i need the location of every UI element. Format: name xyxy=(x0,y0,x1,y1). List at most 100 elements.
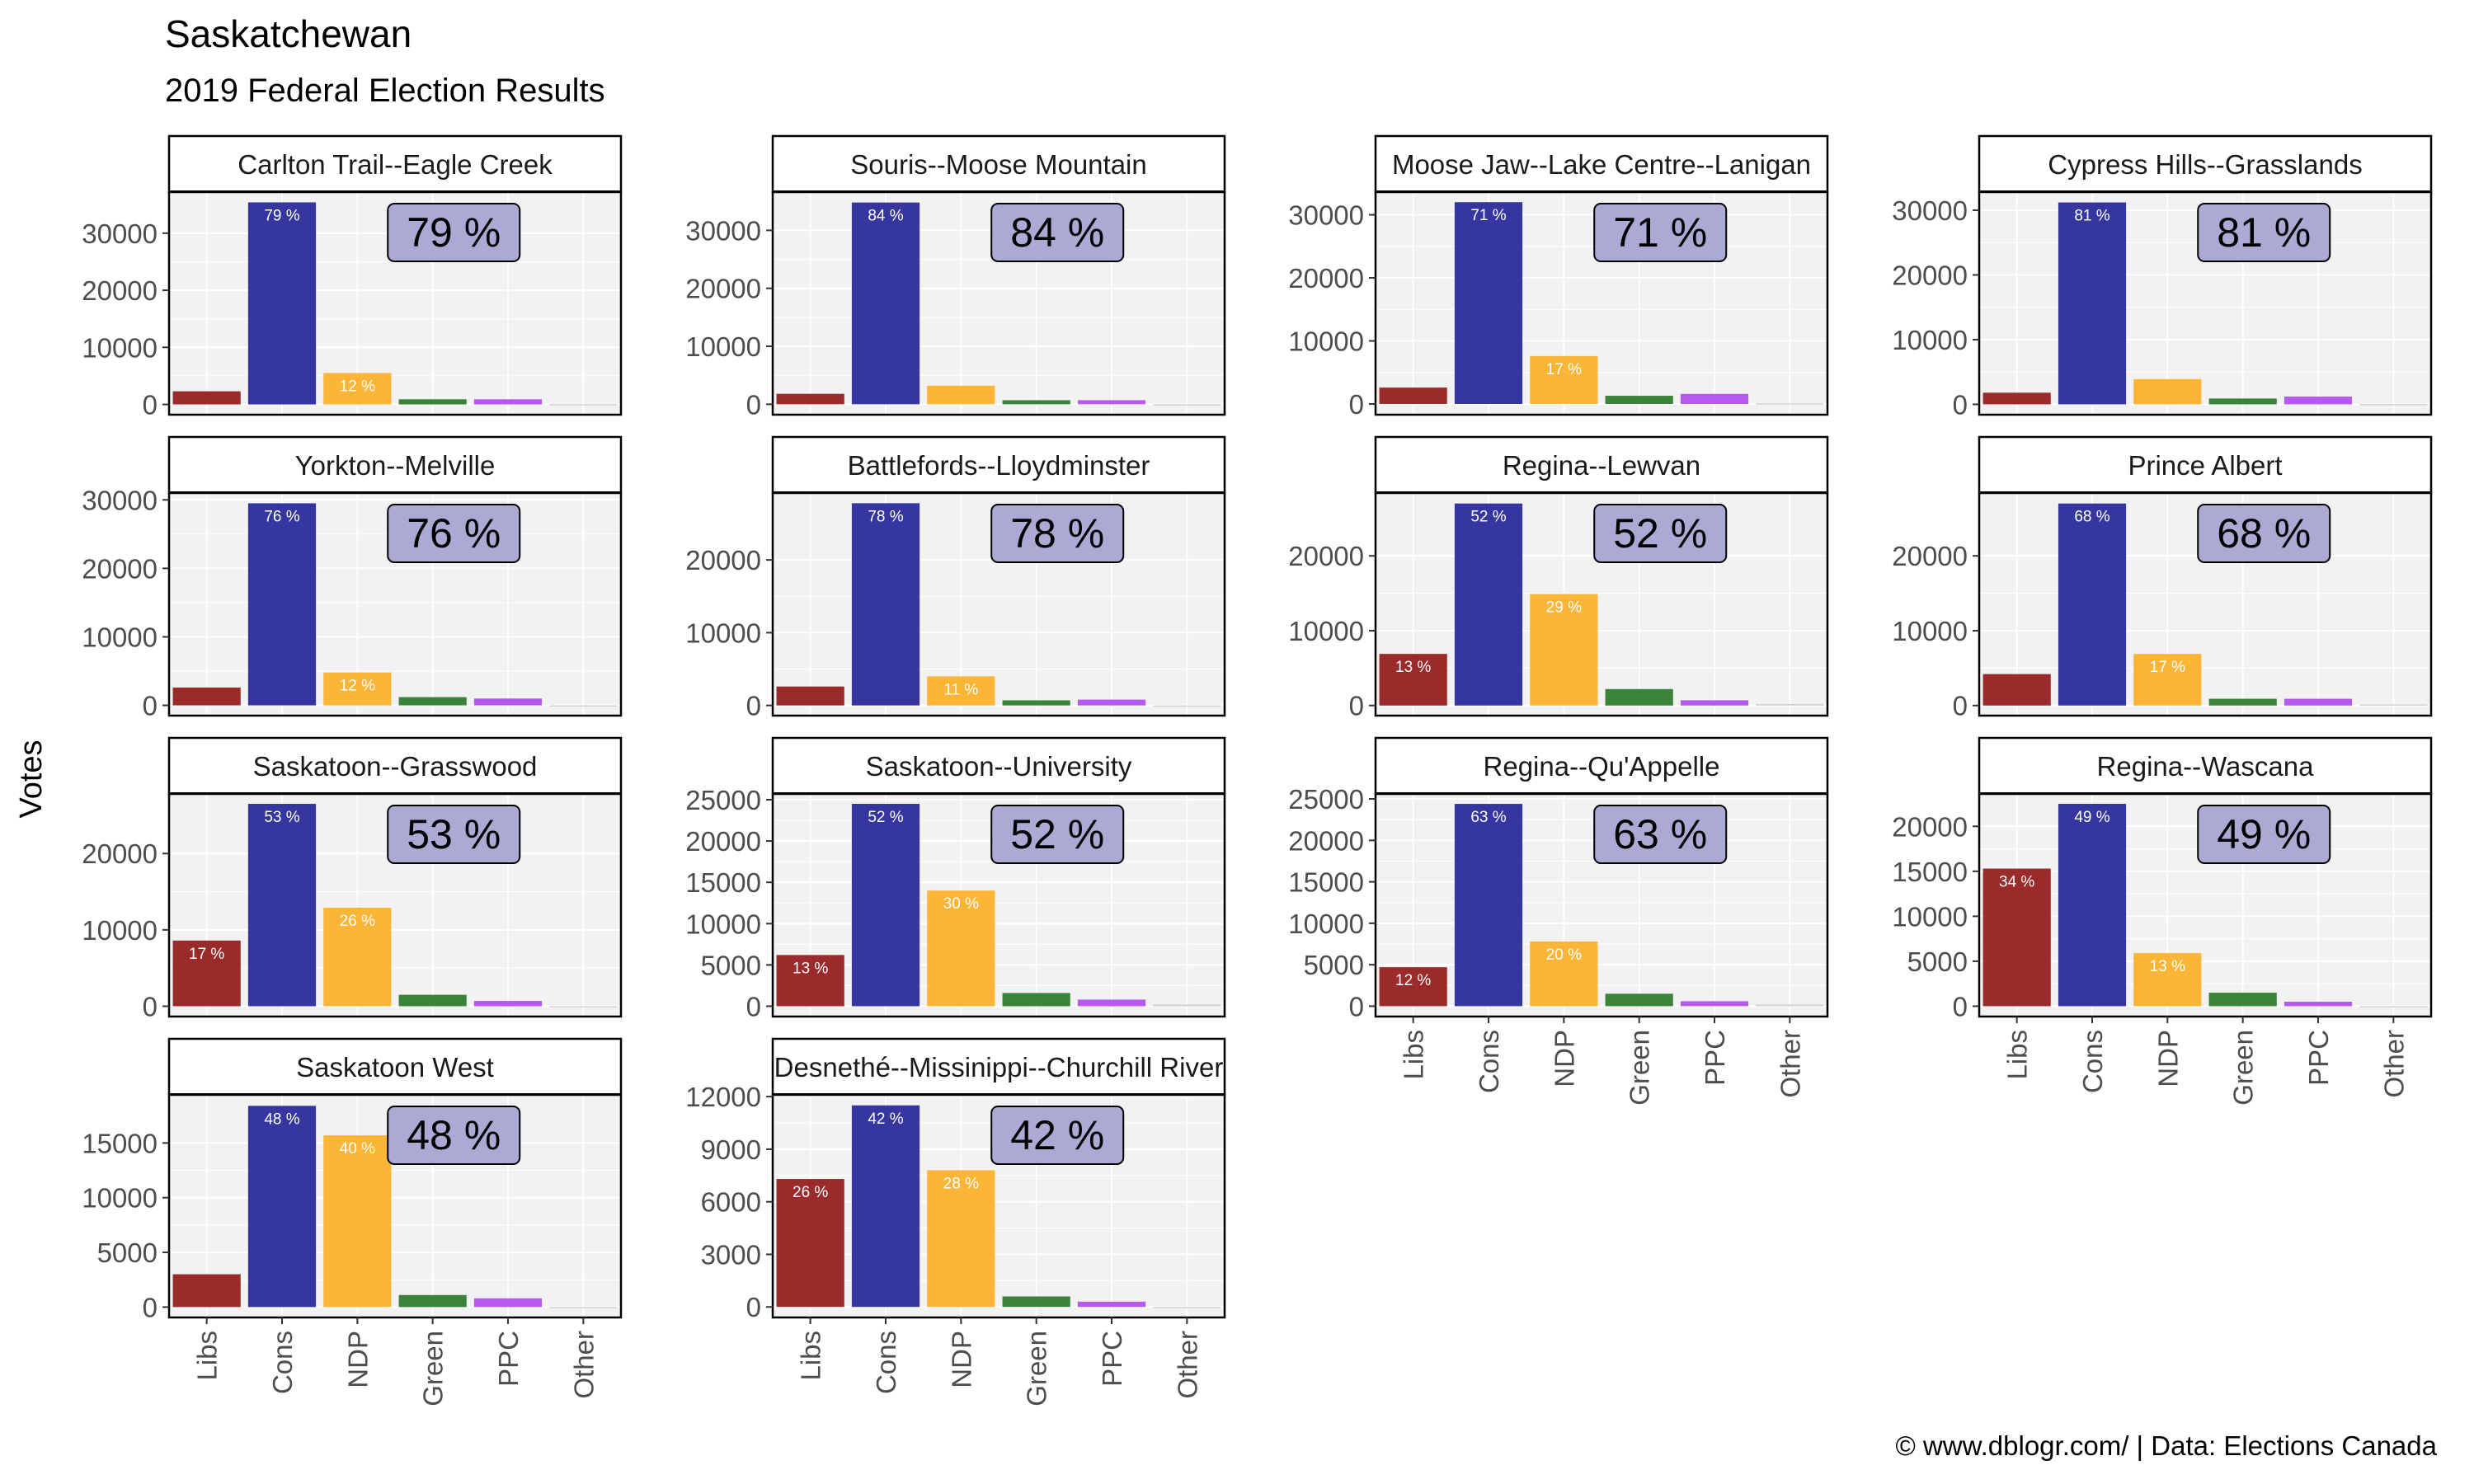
y-tick-label: 0 xyxy=(1349,389,1364,420)
panel: Saskatoon West 48 % 40 % 48 % 0 5000 10000 1500… xyxy=(82,1037,623,1407)
y-tick-label: 20000 xyxy=(685,274,761,304)
y-tick-label: 12000 xyxy=(685,1082,761,1112)
bar-pct-label: 79 % xyxy=(264,207,299,224)
winner-pct: 79 % xyxy=(407,209,501,256)
y-tick-label: 0 xyxy=(143,1292,158,1322)
x-tick-label: Other xyxy=(1172,1331,1202,1399)
y-tick-label: 0 xyxy=(746,1292,761,1322)
x-tick-label: Green xyxy=(1022,1331,1052,1407)
bar-pct-label: 11 % xyxy=(943,681,978,698)
bar-cons xyxy=(851,202,920,405)
bar-cons xyxy=(851,1105,920,1308)
x-tick-label: Green xyxy=(418,1331,449,1407)
y-tick-label: 0 xyxy=(143,691,158,721)
x-tick-label: Cons xyxy=(2077,1030,2108,1093)
bar-green xyxy=(1605,688,1673,706)
x-tick-label: NDP xyxy=(946,1331,976,1388)
bar-cons xyxy=(1454,503,1523,706)
x-tick-label: Libs xyxy=(796,1331,826,1381)
y-tick-label: 20000 xyxy=(685,545,761,575)
panel-border xyxy=(1374,792,1829,1018)
bar-pct-label: 12 % xyxy=(1395,972,1431,989)
bar-ndp xyxy=(1530,594,1598,706)
x-tick-label: Cons xyxy=(1474,1030,1504,1093)
y-tick-label: 5000 xyxy=(1304,950,1364,980)
y-tick-label: 20000 xyxy=(685,826,761,857)
winner-pct: 81 % xyxy=(2217,209,2311,256)
panel-strip xyxy=(1978,736,2433,796)
panel-strip xyxy=(1374,435,1829,495)
bar-pct-label: 40 % xyxy=(340,1140,375,1158)
bar-pct-label: 12 % xyxy=(340,378,375,395)
y-tick-label: 15000 xyxy=(1288,867,1364,898)
winner-badge xyxy=(990,504,1125,563)
bar-green xyxy=(1002,400,1070,405)
bar-pct-label: 30 % xyxy=(943,895,979,913)
bar-libs xyxy=(776,686,844,706)
bar-green xyxy=(2208,993,2277,1007)
bar-pct-label: 12 % xyxy=(340,678,375,695)
y-tick-label: 20000 xyxy=(82,838,158,869)
y-tick-label: 0 xyxy=(1953,991,1968,1021)
bar-pct-label: 13 % xyxy=(1395,659,1431,676)
panel: Cypress Hills--Grasslands 81 % 81 % 0 10000 2… xyxy=(1892,134,2433,420)
bar-ppc xyxy=(473,399,543,405)
panel-title: Cypress Hills--Grasslands xyxy=(2048,149,2362,180)
bar-libs xyxy=(172,391,241,405)
y-tick-label: 20000 xyxy=(1892,541,1968,571)
x-tick-label: Libs xyxy=(192,1331,223,1381)
bar-other xyxy=(2359,704,2428,706)
x-tick-label: NDP xyxy=(1549,1030,1579,1087)
y-tick-label: 0 xyxy=(1349,991,1364,1021)
bar-pct-label: 48 % xyxy=(264,1111,299,1128)
bar-green xyxy=(2208,698,2277,706)
bar-libs xyxy=(1379,967,1447,1007)
panel-border xyxy=(167,1093,623,1319)
panel-border xyxy=(771,792,1226,1018)
bar-pct-label: 20 % xyxy=(1546,946,1582,964)
bar-other xyxy=(2359,1006,2428,1007)
winner-badge xyxy=(2197,203,2331,262)
bar-pct-label: 26 % xyxy=(793,1184,828,1201)
winner-pct: 48 % xyxy=(407,1112,501,1158)
bar-other xyxy=(1153,1004,1221,1007)
bar-cons xyxy=(851,804,920,1007)
y-tick-label: 15000 xyxy=(1892,857,1968,887)
y-tick-label: 15000 xyxy=(82,1128,158,1158)
panel-title: Desnethé--Missinippi--Churchill River xyxy=(774,1052,1224,1082)
bar-green xyxy=(2208,398,2277,405)
panel-title: Battlefords--Lloydminster xyxy=(848,450,1150,481)
panel-title: Regina--Lewvan xyxy=(1503,450,1700,481)
y-tick-label: 10000 xyxy=(82,332,158,363)
panel-title: Regina--Wascana xyxy=(2097,751,2315,782)
panel: Moose Jaw--Lake Centre--Lanigan 71 % 17 % 7… xyxy=(1288,134,1829,420)
panel-border xyxy=(1978,190,2433,416)
y-tick-label: 10000 xyxy=(1892,901,1968,932)
x-tick-label: Green xyxy=(2228,1030,2259,1106)
y-tick-label: 0 xyxy=(143,991,158,1021)
y-tick-label: 30000 xyxy=(1892,195,1968,226)
bar-pct-label: 71 % xyxy=(1470,207,1506,224)
bar-ndp xyxy=(927,385,995,405)
winner-badge xyxy=(387,1106,521,1165)
bar-ndp xyxy=(323,373,392,405)
y-tick-label: 10000 xyxy=(1288,909,1364,939)
panel-title: Carlton Trail--Eagle Creek xyxy=(238,149,553,180)
winner-pct: 53 % xyxy=(407,811,501,857)
panel-strip xyxy=(167,1037,623,1097)
x-tick-label: Cons xyxy=(267,1331,298,1394)
bar-other xyxy=(549,404,618,406)
panel-strip xyxy=(1978,435,2433,495)
winner-pct: 49 % xyxy=(2217,811,2311,857)
x-tick-label: Other xyxy=(2378,1030,2409,1098)
y-tick-label: 3000 xyxy=(701,1239,761,1270)
y-tick-label: 0 xyxy=(1953,691,1968,721)
winner-badge xyxy=(1593,504,1728,563)
winner-badge xyxy=(2197,504,2331,563)
x-tick-label: Other xyxy=(1775,1030,1805,1098)
bar-libs xyxy=(1982,868,2051,1007)
x-tick-label: PPC xyxy=(1097,1331,1127,1387)
winner-pct: 63 % xyxy=(1613,811,1707,857)
y-tick-label: 20000 xyxy=(82,553,158,584)
panel-title: Saskatoon--University xyxy=(866,751,1132,782)
